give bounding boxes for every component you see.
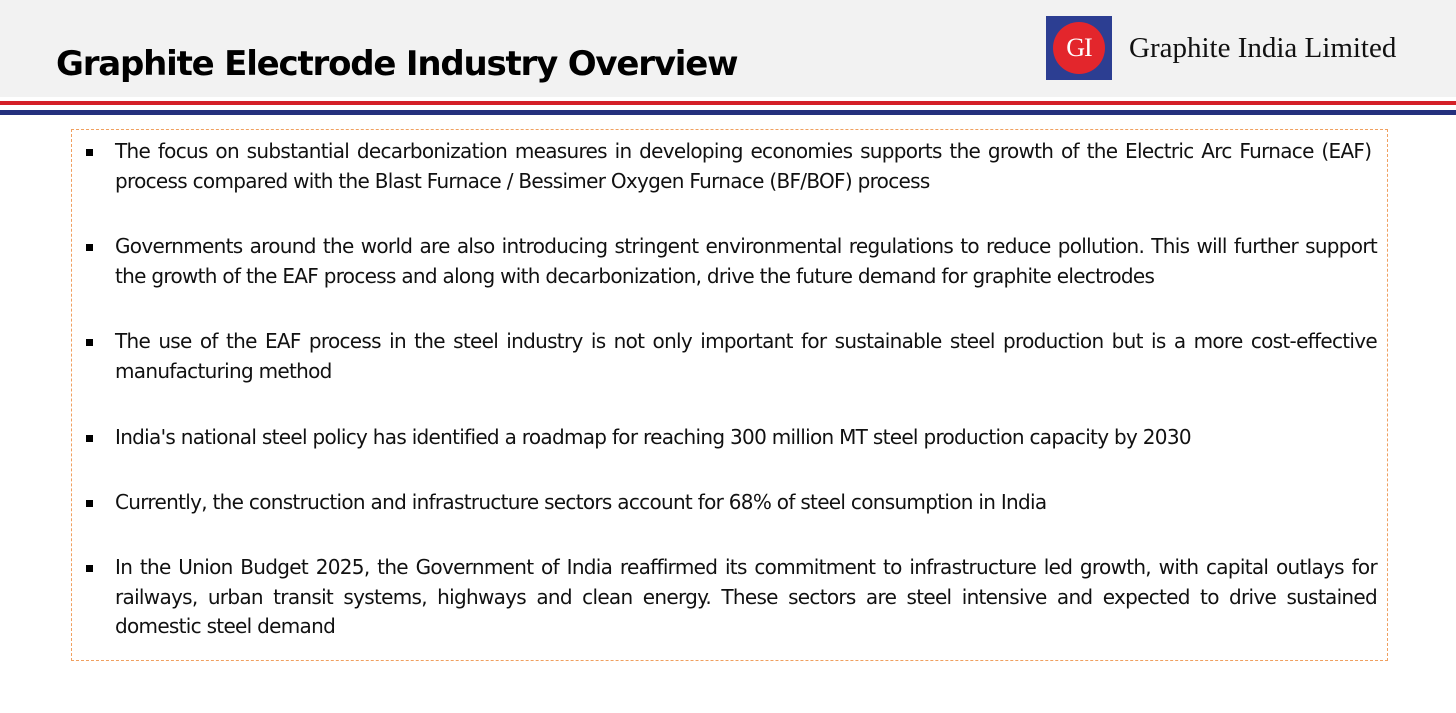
- bullet-item: India's national steel policy has identi…: [86, 423, 1377, 453]
- bullet-item: In the Union Budget 2025, the Government…: [86, 553, 1378, 642]
- bullet-item: The use of the EAF process in the steel …: [86, 327, 1378, 386]
- bullet-text: The focus on substantial decarbonization…: [115, 139, 1378, 193]
- bullet-item: Governments around the world are also in…: [86, 232, 1378, 291]
- bullet-item: Currently, the construction and infrastr…: [86, 488, 1377, 518]
- header-rule-blue: [0, 110, 1456, 115]
- header-band: [0, 0, 1456, 97]
- square-bullet-icon: [86, 244, 93, 251]
- bullet-item: The focus on substantial decarbonization…: [86, 137, 1378, 196]
- logo-circle: GI: [1053, 22, 1105, 74]
- header-rule-red: [0, 101, 1456, 105]
- square-bullet-icon: [86, 435, 93, 442]
- square-bullet-icon: [86, 565, 93, 572]
- company-name: Graphite India Limited: [1129, 32, 1397, 64]
- logo-mark: GI: [1066, 33, 1092, 62]
- bullet-text: Governments around the world are also in…: [115, 234, 1378, 288]
- square-bullet-icon: [86, 149, 93, 156]
- square-bullet-icon: [86, 339, 93, 346]
- bullet-text: In the Union Budget 2025, the Government…: [115, 555, 1378, 638]
- bullet-text: The use of the EAF process in the steel …: [115, 329, 1378, 383]
- slide-title: Graphite Electrode Industry Overview: [56, 44, 739, 84]
- square-bullet-icon: [86, 500, 93, 507]
- bullet-text: Currently, the construction and infrastr…: [115, 490, 1047, 514]
- content-box: The focus on substantial decarbonization…: [71, 129, 1388, 661]
- company-logo: GI: [1046, 16, 1112, 80]
- bullet-text: India's national steel policy has identi…: [115, 425, 1192, 449]
